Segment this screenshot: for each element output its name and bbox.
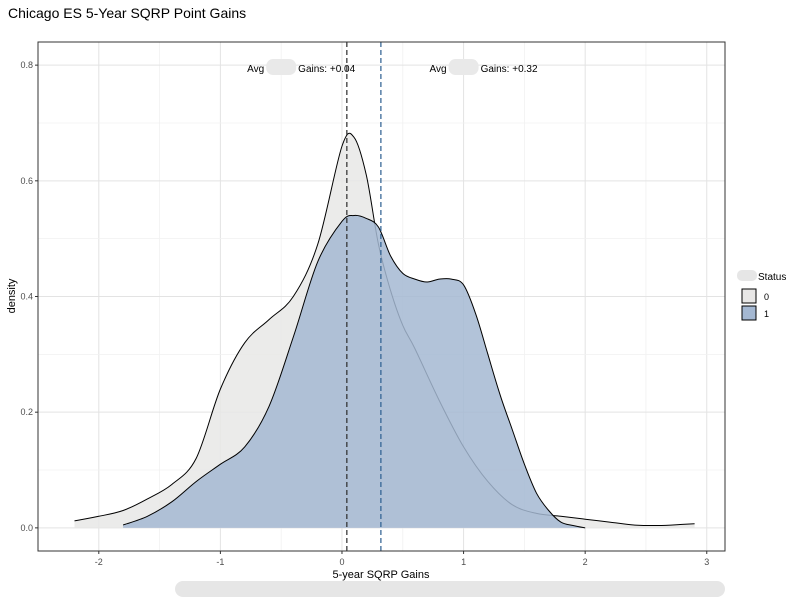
annotation-avg0-redaction	[266, 59, 297, 76]
legend-label-series-1: 1	[764, 309, 769, 319]
legend-key-series-1	[741, 305, 757, 321]
annotation-avg0-suffix: Gains: +0.04	[298, 64, 355, 75]
y-tick-label: 0.4	[20, 292, 33, 302]
y-tick-label: 0.6	[20, 176, 33, 186]
y-tick-label: 0.2	[20, 407, 33, 417]
annotations: Avg Gains: +0.04 Avg Gains: +0.32	[247, 59, 538, 76]
annotation-avg1-prefix: Avg	[430, 64, 447, 75]
x-axis: -2 -1 0 1 2 3	[95, 551, 709, 567]
x-axis-label: 5-year SQRP Gains	[332, 569, 430, 581]
legend-title-redaction	[737, 270, 757, 281]
density-fill-series-1	[123, 215, 586, 528]
annotation-avg1-redaction	[448, 59, 479, 76]
y-tick-label: 0.8	[20, 60, 33, 70]
x-tick-label: 1	[461, 557, 466, 567]
redaction-bar	[175, 581, 725, 597]
x-tick-label: 0	[339, 557, 344, 567]
y-axis: 0.0 0.2 0.4 0.6 0.8	[20, 60, 38, 533]
legend: Status 0 1	[737, 270, 786, 321]
legend-key-series-0	[741, 288, 757, 304]
x-tick-label: 3	[704, 557, 709, 567]
x-tick-label: -2	[95, 557, 103, 567]
chart-title: Chicago ES 5-Year SQRP Point Gains	[8, 5, 247, 21]
y-tick-label: 0.0	[20, 523, 33, 533]
legend-title: Status	[758, 272, 786, 283]
x-tick-label: -1	[216, 557, 224, 567]
annotation-avg0-prefix: Avg	[247, 64, 264, 75]
y-axis-label: density	[6, 278, 18, 313]
mean-lines	[346, 42, 382, 551]
annotation-avg1-suffix: Gains: +0.32	[481, 64, 538, 75]
legend-label-series-0: 0	[764, 292, 769, 302]
x-tick-label: 2	[583, 557, 588, 567]
density-line-series-1	[122, 214, 586, 529]
